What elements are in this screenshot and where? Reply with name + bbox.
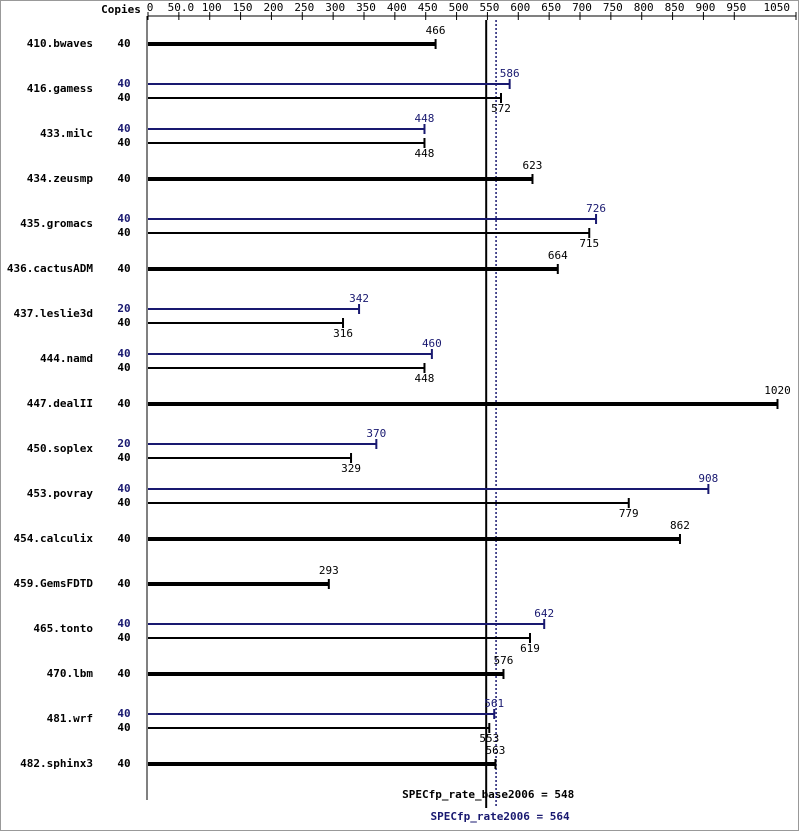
x-tick-label: 550: [479, 1, 499, 14]
value-label: 1020: [764, 384, 791, 397]
copies-label: 40: [117, 37, 130, 50]
value-label: 623: [523, 159, 543, 172]
x-tick-label: 850: [665, 1, 685, 14]
benchmark-label: 416.gamess: [27, 82, 93, 95]
copies-label: 40: [117, 347, 130, 360]
x-tick-label: 750: [603, 1, 623, 14]
x-tick-label: 100: [202, 1, 222, 14]
x-tick-label: 400: [387, 1, 407, 14]
value-label: 460: [422, 337, 442, 350]
benchmark-label: 436.cactusADM: [7, 262, 93, 275]
benchmark-label: 470.lbm: [47, 667, 94, 680]
x-tick-label: 450: [418, 1, 438, 14]
copies-label: 40: [117, 172, 130, 185]
copies-label: 40: [117, 212, 130, 225]
copies-label: 40: [117, 451, 130, 464]
value-label: 726: [586, 202, 606, 215]
copies-header: Copies: [101, 3, 141, 16]
benchmark-label: 410.bwaves: [27, 37, 93, 50]
copies-label: 40: [117, 532, 130, 545]
value-label: 448: [415, 112, 435, 125]
value-label: 576: [494, 654, 514, 667]
reference-label: SPECfp_rate_base2006 = 548: [402, 788, 574, 801]
value-label: 715: [579, 237, 599, 250]
value-label: 563: [486, 744, 506, 757]
copies-label: 40: [117, 617, 130, 630]
copies-label: 40: [117, 226, 130, 239]
copies-label: 40: [117, 316, 130, 329]
copies-label: 40: [117, 496, 130, 509]
benchmark-label: 453.povray: [27, 487, 94, 500]
benchmark-label: 435.gromacs: [20, 217, 93, 230]
copies-label: 40: [117, 631, 130, 644]
x-tick-label: 350: [356, 1, 376, 14]
x-tick-label: 700: [572, 1, 592, 14]
value-label: 779: [619, 507, 639, 520]
benchmark-label: 437.leslie3d: [14, 307, 93, 320]
value-label: 329: [341, 462, 361, 475]
x-tick-label: 250: [294, 1, 314, 14]
copies-label: 40: [117, 721, 130, 734]
x-tick-label: 300: [325, 1, 345, 14]
benchmark-label: 433.milc: [40, 127, 93, 140]
value-label: 448: [415, 372, 435, 385]
x-tick-label: 0: [147, 1, 154, 14]
benchmark-label: 459.GemsFDTD: [14, 577, 94, 590]
value-label: 466: [426, 24, 446, 37]
value-label: 572: [491, 102, 511, 115]
x-tick-label: 1050: [764, 1, 791, 14]
x-tick-label: 900: [695, 1, 715, 14]
x-tick-label: 200: [263, 1, 283, 14]
copies-label: 40: [117, 91, 130, 104]
x-tick-label: 800: [634, 1, 654, 14]
x-tick-label: 500: [449, 1, 469, 14]
value-label: 293: [319, 564, 339, 577]
value-label: 664: [548, 249, 568, 262]
copies-label: 40: [117, 577, 130, 590]
benchmark-label: 481.wrf: [47, 712, 93, 725]
value-label: 316: [333, 327, 353, 340]
benchmark-label: 454.calculix: [14, 532, 94, 545]
benchmark-label: 465.tonto: [33, 622, 93, 635]
value-label: 448: [415, 147, 435, 160]
value-label: 553: [479, 732, 499, 745]
benchmark-label: 444.namd: [40, 352, 93, 365]
copies-label: 40: [117, 707, 130, 720]
benchmark-label: 434.zeusmp: [27, 172, 94, 185]
value-label: 908: [698, 472, 718, 485]
copies-label: 20: [117, 437, 130, 450]
x-tick-label: 50.0: [168, 1, 195, 14]
x-tick-label: 150: [233, 1, 253, 14]
value-label: 370: [366, 427, 386, 440]
benchmark-label: 447.dealII: [27, 397, 93, 410]
copies-label: 40: [117, 361, 130, 374]
value-label: 561: [484, 697, 504, 710]
copies-label: 40: [117, 397, 130, 410]
value-label: 642: [534, 607, 554, 620]
value-label: 342: [349, 292, 369, 305]
copies-label: 40: [117, 262, 130, 275]
copies-label: 40: [117, 136, 130, 149]
x-tick-label: 650: [541, 1, 561, 14]
value-label: 586: [500, 67, 520, 80]
copies-label: 40: [117, 122, 130, 135]
value-label: 862: [670, 519, 690, 532]
benchmark-label: 450.soplex: [27, 442, 94, 455]
copies-label: 40: [117, 757, 130, 770]
copies-label: 40: [117, 482, 130, 495]
x-tick-label: 600: [510, 1, 530, 14]
copies-label: 40: [117, 77, 130, 90]
copies-label: 40: [117, 667, 130, 680]
copies-label: 20: [117, 302, 130, 315]
reference-label: SPECfp_rate2006 = 564: [431, 810, 570, 823]
x-tick-label: 950: [726, 1, 746, 14]
value-label: 619: [520, 642, 540, 655]
benchmark-label: 482.sphinx3: [20, 757, 93, 770]
